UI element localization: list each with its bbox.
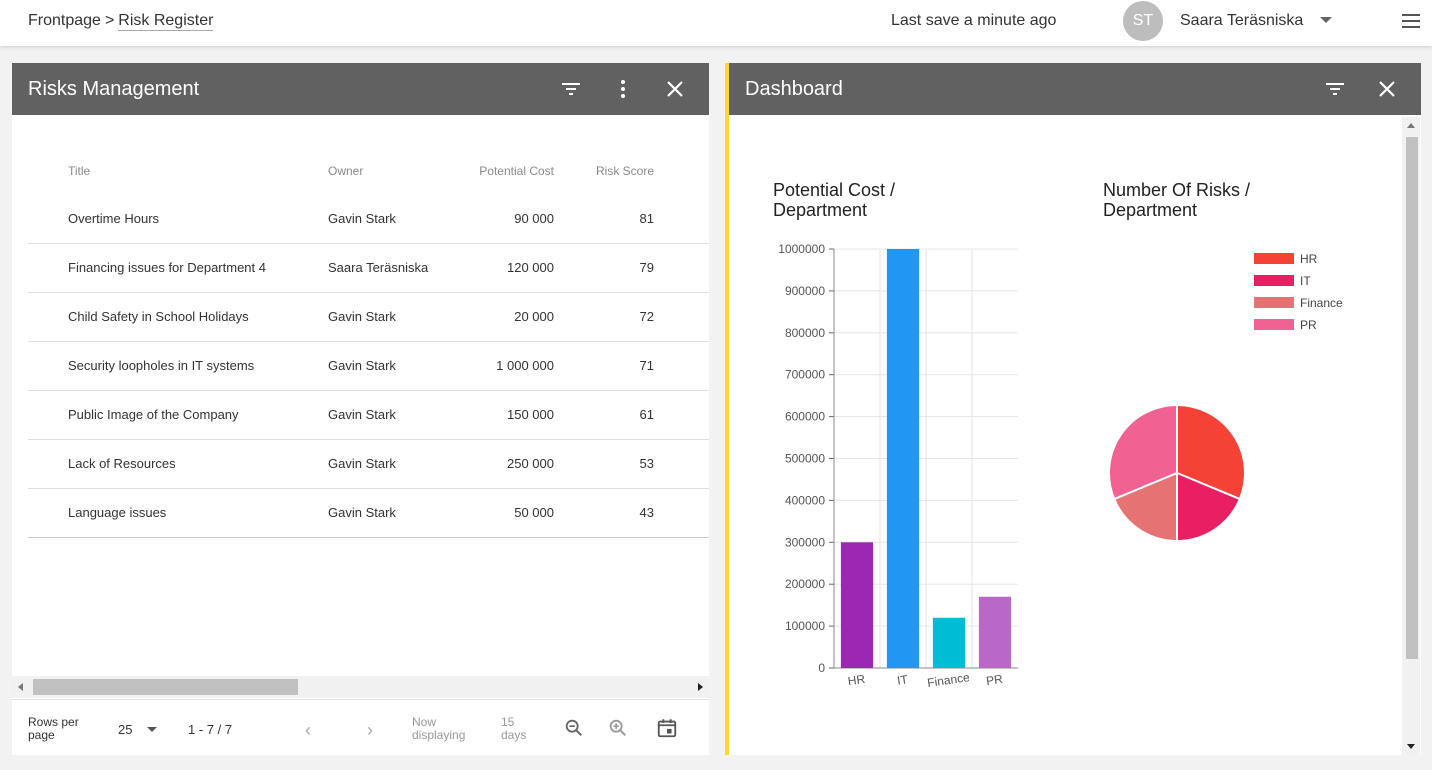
save-status: Last save a minute ago (891, 12, 1056, 30)
column-header-risk-score[interactable]: Risk Score (596, 164, 654, 178)
days-label: 15 days (501, 716, 541, 742)
cell-title: Security loopholes in IT systems (68, 358, 254, 373)
cell-cost: 50 000 (514, 505, 554, 520)
scrollbar-thumb[interactable] (33, 679, 298, 695)
cell-cost: 90 000 (514, 211, 554, 226)
legend-swatch (1254, 253, 1294, 264)
user-name[interactable]: Saara Teräsniska (1180, 12, 1303, 30)
chevron-down-icon[interactable] (1320, 17, 1332, 23)
hamburger-menu-icon[interactable] (1402, 14, 1420, 28)
cell-owner: Gavin Stark (328, 505, 396, 520)
cell-title: Lack of Resources (68, 456, 176, 471)
pie-chart (729, 63, 1401, 703)
scroll-up-icon[interactable] (1407, 123, 1415, 128)
cell-title: Overtime Hours (68, 211, 159, 226)
cell-title: Child Safety in School Holidays (68, 309, 249, 324)
column-header-title[interactable]: Title (68, 164, 90, 178)
risks-management-panel: Risks Management Title Owner Potential C… (12, 63, 709, 755)
top-bar: Frontpage > Risk Register Last save a minu… (0, 0, 1432, 46)
calendar-icon[interactable] (656, 717, 678, 739)
cell-cost: 1 000 000 (496, 358, 554, 373)
cell-owner: Gavin Stark (328, 456, 396, 471)
zoom-out-icon[interactable] (563, 717, 585, 739)
breadcrumb-frontpage-link[interactable]: Frontpage (28, 12, 101, 29)
cell-title: Public Image of the Company (68, 407, 239, 422)
dashboard-panel: Dashboard Potential Cost / Department Nu… (725, 63, 1421, 755)
filter-icon[interactable] (559, 77, 583, 101)
column-header-owner[interactable]: Owner (328, 164, 363, 178)
cell-score: 61 (640, 407, 654, 422)
legend-label: IT (1300, 274, 1311, 288)
avatar[interactable]: ST (1123, 1, 1163, 41)
cell-score: 79 (640, 260, 654, 275)
breadcrumb-separator: > (105, 12, 114, 29)
legend-swatch (1254, 319, 1294, 330)
table-row[interactable]: Child Safety in School Holidays Gavin St… (28, 293, 709, 342)
pagination-range: 1 - 7 / 7 (188, 722, 232, 737)
cell-owner: Gavin Stark (328, 211, 396, 226)
table-row[interactable]: Language issues Gavin Stark 50 000 43 (28, 489, 709, 538)
cell-score: 71 (640, 358, 654, 373)
cell-score: 43 (640, 505, 654, 520)
cell-owner: Saara Teräsniska (328, 260, 428, 275)
scrollbar-thumb[interactable] (1406, 137, 1418, 659)
table-row[interactable]: Lack of Resources Gavin Stark 250 000 53 (28, 440, 709, 489)
cell-cost: 250 000 (507, 456, 554, 471)
scroll-left-icon[interactable] (18, 683, 23, 691)
zoom-in-icon[interactable] (607, 717, 629, 739)
panel-title: Risks Management (28, 78, 199, 101)
table-footer: Rows per page 25 1 - 7 / 7 ‹ › Now displ… (12, 699, 709, 755)
legend-swatch (1254, 297, 1294, 308)
legend-swatch (1254, 275, 1294, 286)
table-row[interactable]: Financing issues for Department 4 Saara … (28, 244, 709, 293)
legend-label: HR (1300, 252, 1317, 266)
cell-title: Language issues (68, 505, 166, 520)
cell-owner: Gavin Stark (328, 358, 396, 373)
cell-owner: Gavin Stark (328, 407, 396, 422)
cell-title: Financing issues for Department 4 (68, 260, 266, 275)
close-icon[interactable] (663, 77, 687, 101)
chevron-right-icon[interactable]: › (367, 720, 373, 741)
cell-cost: 20 000 (514, 309, 554, 324)
now-displaying-label: Now displaying (412, 716, 472, 742)
chevron-down-icon[interactable] (147, 727, 157, 732)
breadcrumb-current[interactable]: Risk Register (118, 12, 213, 31)
scroll-right-icon[interactable] (698, 683, 703, 691)
vertical-scrollbar[interactable] (1402, 117, 1420, 755)
table-row[interactable]: Public Image of the Company Gavin Stark … (28, 391, 709, 440)
table-row[interactable]: Security loopholes in IT systems Gavin S… (28, 342, 709, 391)
column-header-potential-cost[interactable]: Potential Cost (479, 164, 554, 178)
rows-per-page-select[interactable]: 25 (118, 722, 132, 737)
cell-cost: 150 000 (507, 407, 554, 422)
chevron-left-icon[interactable]: ‹ (305, 720, 311, 741)
breadcrumb: Frontpage > Risk Register (28, 12, 213, 30)
cell-owner: Gavin Stark (328, 309, 396, 324)
legend-label: Finance (1300, 296, 1343, 310)
cell-score: 81 (640, 211, 654, 226)
table-row[interactable]: Overtime Hours Gavin Stark 90 000 81 (28, 195, 709, 244)
horizontal-scrollbar[interactable] (12, 676, 709, 698)
panel-header: Risks Management (12, 63, 709, 115)
cell-score: 72 (640, 309, 654, 324)
cell-score: 53 (640, 456, 654, 471)
rows-per-page-label: Rows per page (28, 716, 88, 742)
more-vert-icon[interactable] (611, 77, 635, 101)
legend-label: PR (1300, 318, 1317, 332)
cell-cost: 120 000 (507, 260, 554, 275)
scroll-down-icon[interactable] (1407, 744, 1415, 749)
